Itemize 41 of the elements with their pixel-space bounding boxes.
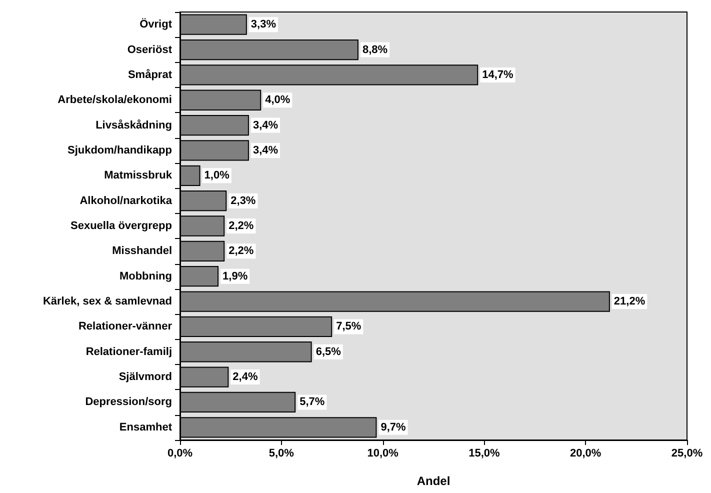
y-tick-label: Oseriöst — [127, 44, 172, 56]
x-tick-label: 0,0% — [167, 448, 193, 460]
data-label: 3,4% — [252, 119, 278, 132]
data-label: 8,8% — [362, 44, 388, 56]
y-tick-label: Matmissbruk — [104, 170, 173, 182]
data-label: 3,3% — [250, 18, 276, 31]
y-tick-label: Misshandel — [112, 245, 172, 258]
data-label: 7,5% — [336, 320, 362, 333]
x-tick-label: 10,0% — [367, 448, 399, 460]
data-label: 1,9% — [222, 270, 248, 282]
y-tick-label: Kärlek, sex & samlevnad — [42, 296, 172, 308]
y-tick-label: Ensamhet — [119, 421, 172, 434]
y-tick-label: Sexuella övergrepp — [70, 220, 172, 232]
y-tick-label: Övrigt — [140, 18, 172, 31]
y-tick-label: Livsåskådning — [96, 118, 172, 132]
y-tick-label: Alkohol/narkotika — [80, 194, 173, 207]
x-axis-title: Andel — [416, 474, 450, 488]
y-tick-label: Depression/sorg — [85, 396, 172, 408]
y-tick-label: Småprat — [128, 68, 172, 81]
data-label: 2,2% — [228, 220, 254, 232]
y-tick-label: Mobbning — [119, 270, 172, 282]
data-label: 6,5% — [316, 346, 342, 358]
x-tick-label: 20,0% — [570, 448, 602, 460]
data-label: 9,7% — [380, 421, 406, 434]
data-label: 2,3% — [230, 194, 256, 207]
data-label: 5,7% — [300, 396, 325, 408]
data-label: 2,2% — [228, 245, 254, 258]
y-tick-label: Sjukdom/handikapp — [67, 144, 172, 156]
data-label: 3,4% — [252, 144, 278, 156]
data-label: 4,0% — [265, 94, 290, 106]
data-label: 2,4% — [232, 371, 258, 384]
y-tick-label: Arbete/skola/ekonomi — [58, 94, 172, 106]
y-tick-label: Relationer-familj — [86, 346, 172, 358]
y-tick-label: Självmord — [118, 371, 172, 384]
x-tick-label: 15,0% — [468, 448, 500, 460]
y-tick-label: Relationer-vänner — [78, 320, 173, 333]
x-tick-label: 5,0% — [268, 448, 294, 460]
data-label: 21,2% — [614, 296, 646, 308]
data-label: 14,7% — [482, 68, 514, 81]
x-tick-label: 25,0% — [671, 448, 703, 460]
data-label: 1,0% — [204, 170, 230, 182]
